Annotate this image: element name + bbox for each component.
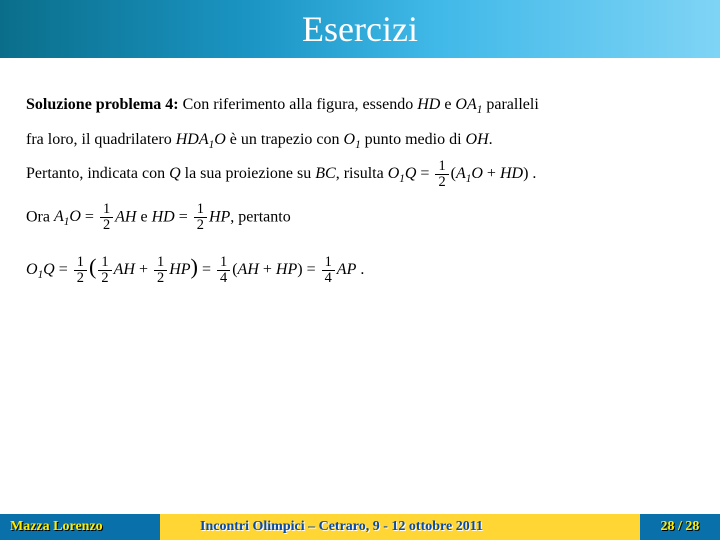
plus: + [259, 261, 276, 278]
var-hp: HP [209, 208, 230, 225]
eq: = [55, 261, 72, 278]
text: la sua proiezione su [181, 165, 316, 182]
text: , pertanto [230, 208, 290, 225]
eq: = [175, 208, 192, 225]
dot: . [528, 165, 536, 182]
footer-event: Incontri Olimpici – Cetraro, 9 - 12 otto… [160, 514, 640, 540]
slide-title: Esercizi [302, 8, 418, 50]
text: Ora [26, 208, 54, 225]
footer-page-number: 28 / 28 [640, 514, 720, 540]
paragraph-3: Pertanto, indicata con Q la sua proiezio… [26, 157, 694, 192]
var-hda1o: HDA1O [176, 131, 226, 148]
var-hd: HD [417, 96, 440, 113]
text: fra loro, il quadrilatero [26, 131, 176, 148]
slide-header: Esercizi [0, 0, 720, 58]
fraction: 12 [435, 159, 448, 190]
fraction: 14 [322, 255, 335, 286]
fraction: 12 [98, 255, 111, 286]
var-oa1: OA1 [455, 96, 482, 113]
paren: ( [89, 254, 96, 279]
text: è un trapezio con [226, 131, 344, 148]
equation-line-2: O1Q = 12(12AH + 12HP) = 14(AH + HP) = 14… [26, 251, 694, 286]
var-o1q: O1Q [388, 165, 417, 182]
fraction: 12 [74, 255, 87, 286]
solution-label: Soluzione problema 4: [26, 96, 179, 113]
var-hp: HP [276, 261, 297, 278]
plus: + [135, 261, 152, 278]
eq: = [81, 208, 98, 225]
fraction: 12 [100, 202, 113, 233]
fraction: 12 [154, 255, 167, 286]
footer-author: Mazza Lorenzo [0, 514, 160, 540]
text: punto medio di [361, 131, 466, 148]
plus: + [483, 165, 500, 182]
equation-line-1: Ora A1O = 12AH e HD = 12HP, pertanto [26, 202, 694, 233]
text: . [489, 131, 493, 148]
var-q: Q [169, 165, 181, 182]
text: Con riferimento alla figura, essendo [179, 96, 418, 113]
slide-body: Soluzione problema 4: Con riferimento al… [0, 58, 720, 286]
text: e [440, 96, 455, 113]
var-a1o: A1O [456, 165, 483, 182]
eq: = [303, 261, 320, 278]
paragraph-2: fra loro, il quadrilatero HDA1O è un tra… [26, 123, 694, 158]
text: Pertanto, indicata con [26, 165, 169, 182]
var-ah: AH [115, 208, 136, 225]
paren: ) [191, 254, 198, 279]
var-ah: AH [238, 261, 259, 278]
var-hd: HD [500, 165, 523, 182]
slide-footer: Mazza Lorenzo Incontri Olimpici – Cetrar… [0, 514, 720, 540]
eq: = [416, 165, 433, 182]
var-hp: HP [169, 261, 190, 278]
eq: = [198, 261, 215, 278]
var-ah: AH [114, 261, 135, 278]
var-bc: BC [315, 165, 335, 182]
var-ap: AP [337, 261, 357, 278]
var-o1q: O1Q [26, 261, 55, 278]
fraction: 12 [194, 202, 207, 233]
var-o1: O1 [344, 131, 361, 148]
text: e [136, 208, 151, 225]
text: , risulta [336, 165, 388, 182]
var-a1o: A1O [54, 208, 81, 225]
text: paralleli [482, 96, 538, 113]
paragraph-1: Soluzione problema 4: Con riferimento al… [26, 88, 694, 123]
fraction: 14 [217, 255, 230, 286]
var-oh: OH [466, 131, 489, 148]
dot: . [356, 261, 364, 278]
var-hd: HD [152, 208, 175, 225]
